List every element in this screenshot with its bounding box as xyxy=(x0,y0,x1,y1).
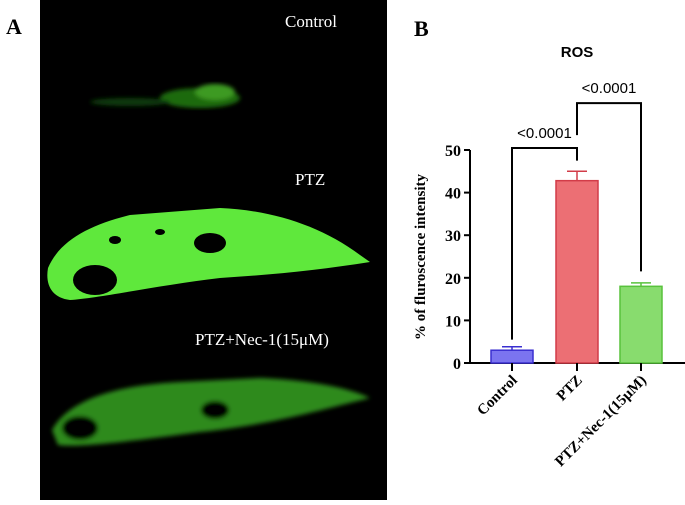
y-tick-label: 10 xyxy=(445,313,461,330)
control-fish xyxy=(90,84,240,108)
y-tick-label: 50 xyxy=(445,143,461,160)
y-tick-label: 0 xyxy=(453,356,461,373)
y-axis-label: % of fluroscence intensity xyxy=(413,174,429,340)
y-tick-label: 20 xyxy=(445,271,461,288)
significance-bracket xyxy=(511,147,578,340)
p-value-label: <0.0001 xyxy=(582,80,637,97)
x-tick-label: Control xyxy=(474,373,520,419)
bar-2 xyxy=(619,285,663,364)
bar-0 xyxy=(490,349,534,364)
zebrafish-fluorescence-image xyxy=(47,84,370,446)
image-label-control: Control xyxy=(285,12,337,31)
significance-bracket xyxy=(576,102,642,272)
p-value-label: <0.0001 xyxy=(517,125,572,142)
chart-title: ROS xyxy=(561,44,594,61)
panel-a-letter: A xyxy=(6,14,22,39)
image-label-ptz-nec1: PTZ+Nec-1(15μM) xyxy=(195,330,329,349)
fluorescence-image-panel: Control PTZ PTZ+Nec-1(15μM) xyxy=(40,0,387,500)
ptz-fish xyxy=(47,208,370,300)
y-tick-label: 40 xyxy=(445,186,461,203)
panel-b-letter: B xyxy=(414,16,429,41)
y-tick-label: 30 xyxy=(445,228,461,245)
ptz-nec1-fish xyxy=(52,378,370,446)
ros-bar-chart: ROS % of fluroscence intensity 0 10 20 30 40… xyxy=(413,44,685,470)
image-label-ptz: PTZ xyxy=(295,170,326,189)
x-tick-label: PTZ xyxy=(554,373,586,405)
bar-1 xyxy=(555,179,599,364)
